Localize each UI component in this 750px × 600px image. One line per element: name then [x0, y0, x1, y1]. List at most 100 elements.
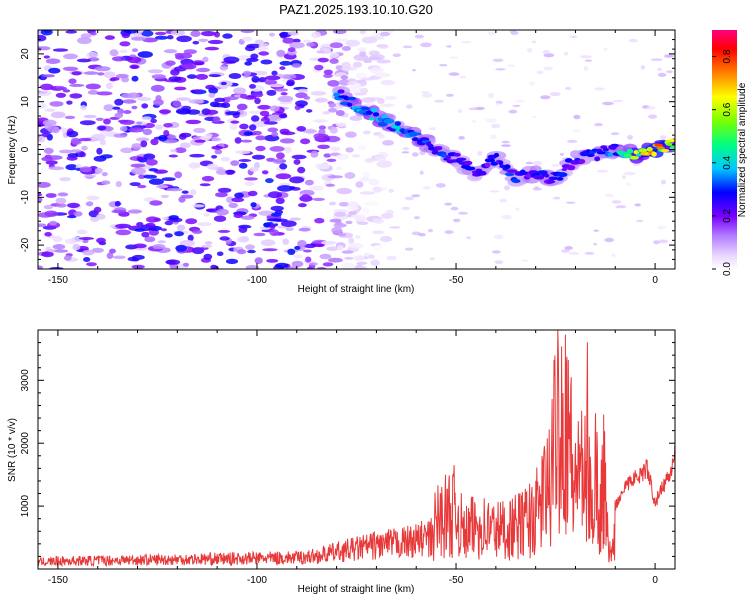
spectrogram-cell	[362, 171, 370, 178]
spectrogram-cell	[304, 179, 314, 186]
spectrogram-cell	[216, 251, 224, 257]
spectrogram-cell	[205, 133, 213, 138]
spectrogram-cell	[137, 51, 153, 58]
spectrogram-cell	[348, 242, 365, 249]
spectrogram-cell	[251, 130, 262, 136]
spectrogram-cell	[174, 86, 187, 91]
spectrogram-cell	[130, 36, 147, 41]
spectrogram-cell	[217, 187, 232, 193]
spectrogram-cell	[312, 197, 325, 201]
spectrogram-cell	[160, 228, 167, 232]
spectrogram-cell	[330, 152, 341, 156]
spectrogram-cell	[86, 262, 97, 267]
spectrogram-cell	[83, 257, 91, 262]
spectrogram-cell	[266, 89, 277, 96]
spectrogram-cell	[189, 153, 205, 158]
spectrogram-cell	[572, 129, 581, 133]
spectrogram-cell	[234, 137, 242, 144]
spectrogram-cell	[83, 71, 99, 75]
spectrogram-cell	[81, 145, 88, 151]
spectrogram-cell	[208, 74, 221, 78]
spectrogram-cell	[161, 216, 169, 220]
spectrogram-cell	[611, 99, 624, 103]
spectrogram-cell	[203, 253, 213, 260]
colorbar-tick-label: 0.6	[722, 102, 733, 116]
spectrogram-ridge-cell	[665, 142, 674, 146]
spectrogram-cell	[317, 57, 329, 63]
spectrogram-cell	[594, 123, 603, 127]
spectrogram-cell	[253, 232, 266, 237]
spectrogram-cell	[114, 112, 124, 119]
spectrogram-cell	[328, 175, 343, 179]
spectrogram-cell	[155, 124, 163, 130]
spectrogram-cell	[191, 204, 205, 208]
snr-x-tick-label: 0	[652, 575, 658, 586]
spectrogram-cell	[146, 216, 159, 223]
spectrogram-cell	[142, 128, 153, 136]
spectrogram-cell	[353, 82, 361, 88]
spectrogram-cell	[515, 99, 525, 103]
spectrogram-cell	[293, 159, 301, 165]
spectrogram-cell	[573, 114, 581, 120]
spectrogram-cell	[596, 169, 609, 173]
spectrogram-cell	[201, 175, 215, 182]
spectrogram-ridge-cell	[333, 92, 341, 97]
spectrogram-ridge-cell	[506, 169, 518, 173]
spectrogram-cell	[214, 97, 226, 103]
spectrogram-cell	[56, 86, 68, 90]
spectrogram-cell	[298, 203, 307, 208]
spectrogram-cell	[336, 153, 350, 161]
spectrogram-cell	[128, 127, 144, 133]
spectrogram-cell	[202, 56, 209, 63]
spectrogram-cell	[354, 216, 367, 222]
spectrogram-cell	[353, 265, 368, 269]
spectrogram-cell	[466, 236, 471, 240]
spectrogram-cell	[208, 39, 224, 45]
spectrogram-cell	[109, 78, 117, 82]
spectrogram-cell	[178, 196, 186, 203]
spectrogram-cell	[362, 207, 370, 215]
spectrogram-cell	[195, 73, 208, 80]
spectrogram-cell	[185, 218, 198, 225]
spectrogram-cell	[446, 45, 452, 48]
spectrogram-cell	[197, 222, 212, 227]
spectrogram-cell	[611, 253, 616, 258]
spectrogram-cell	[168, 215, 179, 220]
spectrogram-cell	[239, 123, 249, 130]
spectrogram-cell	[512, 104, 521, 107]
spectrogram-cell	[57, 192, 69, 197]
spectrogram-cell	[296, 126, 307, 132]
spectrogram-cell	[38, 265, 43, 269]
spectrogram-cell	[146, 159, 158, 166]
spectrogram-cell	[349, 66, 357, 71]
spectrogram-cell	[316, 50, 325, 54]
spectrogram-cell	[269, 146, 285, 152]
spectrogram-ridge-cell	[638, 148, 648, 153]
spectrogram-ridge-cell	[484, 158, 496, 163]
spectrogram-cell	[487, 31, 496, 36]
spectrogram-cell	[461, 41, 472, 44]
spectrogram-ridge-cell	[544, 173, 550, 178]
spectrogram-cell	[385, 209, 394, 215]
spectrogram-cell	[44, 108, 56, 112]
spectrogram-cell	[127, 56, 142, 64]
spectrogram-cell	[284, 146, 292, 154]
spectrogram-cell	[43, 147, 54, 154]
snr-x-tick-label: -150	[48, 575, 68, 586]
spectrogram-cell	[130, 65, 139, 69]
spectrogram-cell	[164, 220, 173, 226]
spectrogram-cell	[446, 93, 454, 97]
spectrogram-cell	[90, 31, 97, 36]
spectrogram-cell	[198, 38, 209, 43]
spectrogram-cell	[45, 193, 57, 198]
spectrogram-ridge-cell	[636, 153, 642, 157]
spectrogram-cell	[392, 53, 401, 57]
spectrogram-cell	[300, 138, 311, 145]
spectrogram-cell	[62, 66, 79, 72]
spectrogram-cell	[245, 244, 255, 250]
spectrogram-ridge-cell	[377, 121, 388, 127]
spectrogram-cell	[457, 109, 463, 113]
spectrogram-cell	[259, 110, 270, 117]
spectrogram-cell	[322, 262, 334, 267]
spectrogram-cell	[279, 60, 292, 66]
